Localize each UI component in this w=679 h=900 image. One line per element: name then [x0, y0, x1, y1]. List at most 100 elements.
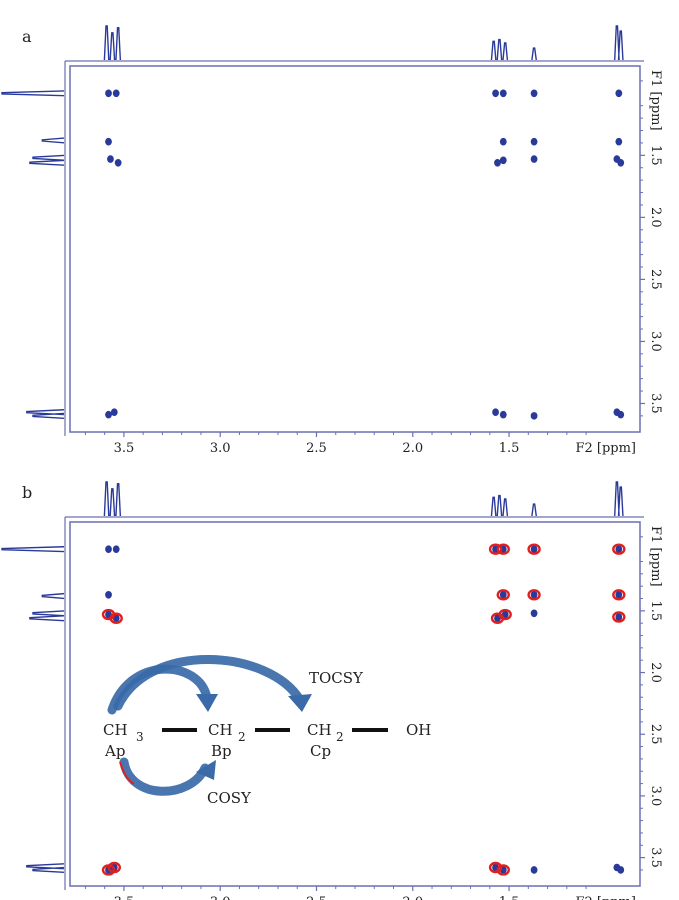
cosy-cross-peak	[612, 589, 626, 601]
cross-peak	[105, 410, 112, 419]
x-axis-title: F2 [ppm]	[575, 895, 636, 900]
arrow-head	[196, 760, 216, 780]
tocsy-label: TOCSY	[309, 669, 364, 687]
cross-peak	[499, 591, 507, 599]
y-tick-label: 2.0	[648, 207, 663, 228]
cross-peak	[615, 591, 623, 599]
cosy-cross-peak	[496, 864, 510, 876]
plot-frame	[69, 65, 641, 433]
cosy-cross-peak	[612, 543, 626, 555]
x-tick-label: 3.5	[114, 895, 135, 900]
left-1d-spectrum	[1, 546, 65, 874]
cross-peak	[615, 89, 623, 98]
cross-peak	[499, 137, 507, 146]
cosy-cross-peak	[527, 589, 541, 601]
cross-peak	[617, 158, 625, 167]
cross-peak	[615, 137, 623, 146]
arrow-head	[196, 694, 218, 712]
cp-name: Cp	[310, 742, 331, 760]
cross-peak	[499, 156, 507, 165]
cp-subscript: 2	[336, 730, 344, 744]
cross-peak	[492, 408, 499, 416]
x-tick-label: 2.5	[306, 895, 327, 900]
cosy-cross-peak	[109, 612, 123, 624]
tocsy-arrow-ap-cp	[113, 655, 305, 711]
cross-peak	[615, 545, 623, 553]
panel-b-tocsy-cosy-overlay: b 3.5 3.0 2.5 2.0 1.5 F2 [ppm] 1.5 2.0 2.5 3.0 3.5 F…	[1, 481, 663, 900]
panel-tag-a: a	[22, 27, 32, 46]
cross-peak	[105, 591, 112, 599]
cross-peak	[530, 545, 538, 553]
coupling-diagram: CH 3 Ap CH 2 Bp CH 2 Cp OH TOCSY COSY	[103, 655, 431, 807]
cross-peak	[492, 89, 499, 98]
cross-peak	[530, 609, 538, 618]
ap-group-label: CH	[103, 721, 128, 739]
cross-peak	[107, 155, 114, 163]
x-tick-label: 3.0	[210, 441, 231, 456]
oh-label: OH	[406, 721, 431, 739]
cross-peak	[530, 866, 538, 874]
y-tick-label: 3.5	[648, 393, 663, 414]
left-1d-spectrum	[1, 90, 65, 419]
y-tick-label: 2.5	[648, 724, 663, 745]
cp-group-label: CH	[307, 721, 332, 739]
cross-peak	[615, 613, 623, 621]
cosy-arrow-ap-bp	[119, 757, 210, 796]
cross-peak	[530, 591, 538, 599]
panel-tag-b: b	[22, 483, 32, 502]
y-tick-label: 1.5	[648, 145, 663, 166]
cross-peak	[499, 410, 507, 419]
y-tick-label: 3.0	[648, 786, 663, 807]
cosy-cross-peak	[107, 861, 121, 874]
y-tick-label: 2.5	[648, 269, 663, 290]
bp-subscript: 2	[238, 730, 246, 744]
cosy-cross-peak	[527, 543, 541, 555]
cross-peak	[494, 158, 501, 167]
panel-a-cosy-spectrum: a 3.5 3.0 2.5 2.0 1.5 F2 [ppm] 1.5 2.0 2.5 3.0 3.5 F…	[1, 25, 663, 456]
cross-peak	[530, 412, 538, 420]
x-tick-label: 2.0	[402, 441, 423, 456]
plot-frame	[69, 521, 641, 887]
x-tick-label: 3.0	[210, 895, 231, 900]
top-1d-spectrum	[103, 25, 624, 61]
cross-peak	[530, 137, 538, 146]
cosy-cross-peak	[488, 861, 503, 874]
x-tick-label: 2.5	[306, 441, 327, 456]
cosy-arrow-accent	[119, 761, 135, 785]
ap-name: Ap	[104, 742, 125, 760]
cosy-cross-peak	[488, 543, 503, 555]
y-tick-label: 1.5	[648, 600, 663, 621]
cross-peak	[112, 89, 120, 98]
cross-peak	[112, 545, 120, 553]
cross-peak	[110, 408, 118, 416]
x-tick-label: 2.0	[402, 895, 423, 900]
cross-peak	[530, 89, 538, 98]
y-axis-title: F1 [ppm]	[648, 526, 663, 587]
bp-name: Bp	[211, 742, 232, 760]
cosy-label: COSY	[207, 789, 252, 807]
cross-peak	[105, 137, 112, 146]
y-axis-title: F1 [ppm]	[648, 70, 663, 131]
ap-subscript: 3	[136, 730, 144, 744]
cross-peak	[105, 545, 112, 553]
x-tick-label: 3.5	[114, 441, 135, 456]
x-tick-label: 1.5	[499, 895, 520, 900]
bp-group-label: CH	[208, 721, 233, 739]
y-tick-label: 2.0	[648, 662, 663, 683]
y-tick-label: 3.0	[648, 331, 663, 352]
cross-peak	[530, 155, 538, 163]
cross-peak	[105, 89, 112, 98]
cosy-cross-peak	[496, 589, 510, 601]
cosy-cross-peak	[498, 608, 512, 621]
x-tick-label: 1.5	[499, 441, 520, 456]
cross-peak	[499, 89, 507, 98]
y-tick-label: 3.5	[648, 847, 663, 868]
cosy-cross-peak	[612, 611, 626, 623]
top-1d-spectrum	[103, 481, 624, 517]
x-axis-title: F2 [ppm]	[575, 441, 636, 456]
cross-peak	[617, 410, 625, 419]
arrow-head	[288, 694, 312, 712]
cross-peak	[617, 866, 625, 874]
cosy-cross-peak	[496, 543, 510, 555]
